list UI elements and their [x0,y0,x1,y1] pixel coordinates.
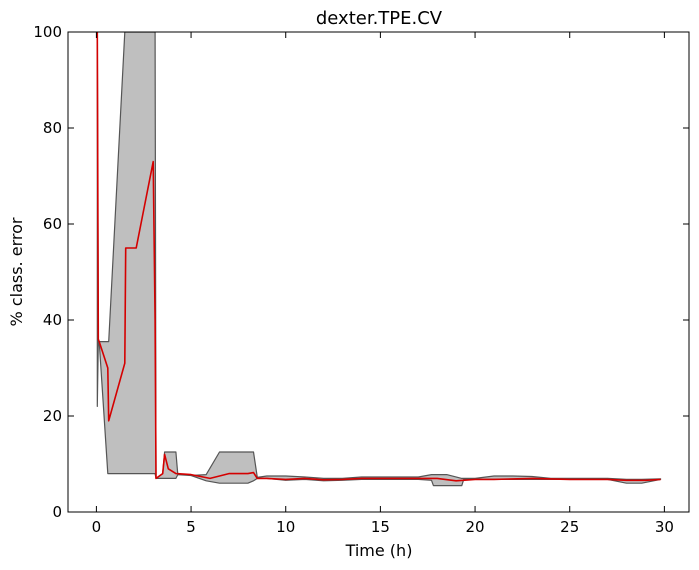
x-tick-label: 15 [371,518,390,536]
x-tick-label: 20 [466,518,485,536]
y-tick-label: 80 [43,119,62,137]
y-axis-title: % class. error [7,217,26,326]
y-tick-label: 60 [43,215,62,233]
axis-ticks: 0 5 10 15 20 25 30 0 20 40 60 80 100 [33,23,689,536]
plot-area [96,32,662,487]
plot-frame [67,31,690,513]
x-tick-label: 0 [92,518,102,536]
x-tick-label: 25 [560,518,579,536]
y-tick-label: 100 [33,23,62,41]
x-axis-title: Time (h) [345,541,413,560]
y-tick-label: 20 [43,407,62,425]
x-tick-label: 10 [276,518,295,536]
y-tick-label: 0 [52,503,62,521]
series-line [96,32,661,482]
x-tick-label: 30 [655,518,674,536]
y-tick-label: 40 [43,311,62,329]
x-tick-label: 5 [186,518,196,536]
chart-title: dexter.TPE.CV [316,8,443,29]
